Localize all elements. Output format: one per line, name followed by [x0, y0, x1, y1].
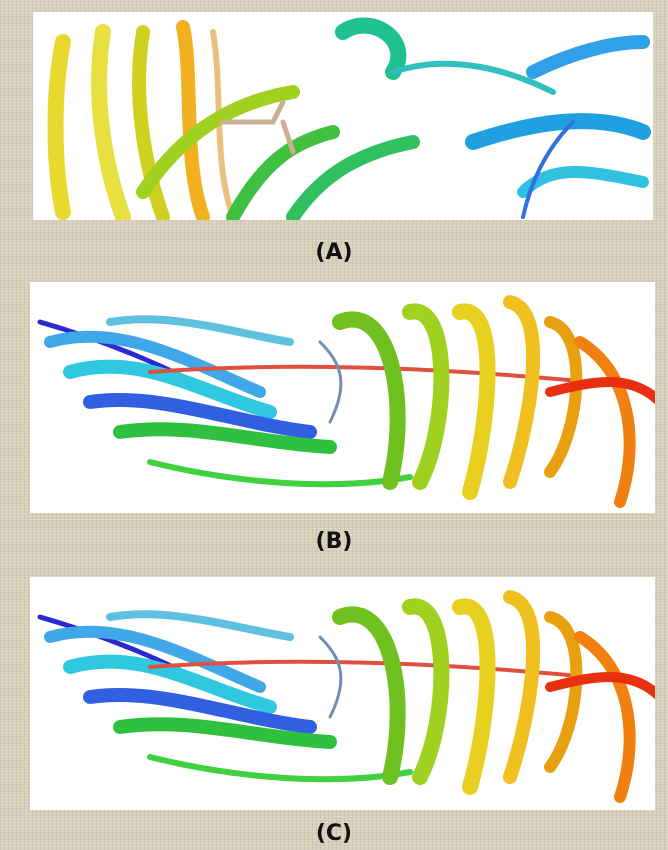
ribbon-diagram [33, 12, 653, 220]
ribbon-diagram [30, 577, 655, 810]
panel-c [30, 577, 655, 810]
panel-a [33, 12, 653, 220]
panel-label: (C) [0, 821, 668, 846]
figure: (A) (B) (C) (() => { const data = JSON.p… [0, 0, 668, 850]
panel-label: (B) [0, 529, 668, 554]
ribbon-diagram [30, 282, 655, 513]
panel-label: (A) [0, 240, 668, 265]
panel-b [30, 282, 655, 513]
